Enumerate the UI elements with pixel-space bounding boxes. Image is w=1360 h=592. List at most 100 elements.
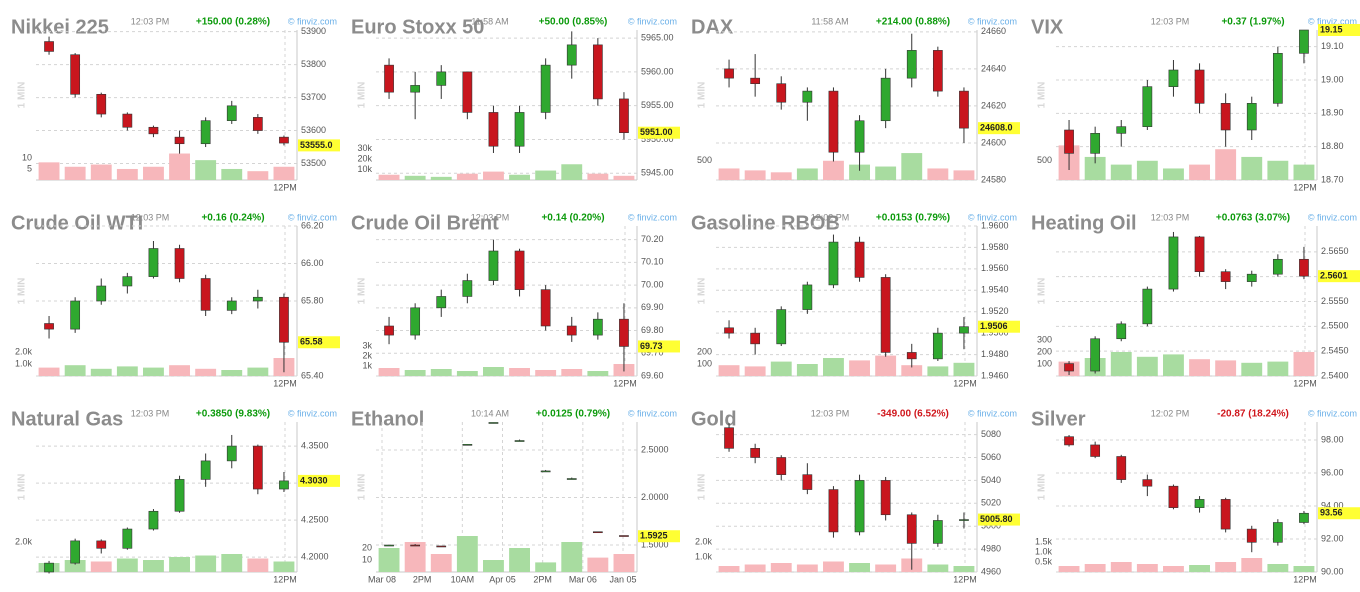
source: © finviz.com [968,16,1017,26]
last-price-box [978,122,1020,135]
volume-bar [744,564,766,572]
candle-body [70,54,81,95]
price-change: +0.37 (1.97%) [1221,17,1284,28]
source: © finviz.com [628,408,677,418]
mini-chart: Heating Oil 12:03 PM +0.0763 (3.07%) © finv… [1031,212,1360,388]
y-tick-label: 53800 [301,59,326,69]
y-tick-label: 1.9520 [981,306,1009,316]
candle-body [540,470,551,473]
volume-bar [195,160,217,180]
volume-tick-label: 1.0k [15,358,33,368]
volume-bar [1267,564,1289,572]
volume-bar [718,365,740,376]
volume-bar [1215,562,1237,572]
update-time: 12:03 PM [131,212,170,222]
volume-bar [430,554,452,572]
mini-chart: Silver 12:02 PM -20.87 (18.24%) © finviz.co… [1031,408,1360,584]
volume-bar [90,368,112,376]
y-tick-label: 94.00 [1321,500,1344,510]
candle-body [1272,53,1283,104]
chart-title: Euro Stoxx 50 [351,16,484,38]
volume-bar [796,564,818,572]
candle-body [514,440,525,442]
volume-bar [195,368,217,376]
candle-body [148,248,159,277]
volume-tick-label: 3k [362,340,372,350]
volume-tick-label: 200 [1037,346,1052,356]
candle-body [174,136,185,145]
volume-bar [378,174,400,180]
interval-label: 1 MIN [17,474,28,501]
candle-body [279,136,289,144]
volume-bar [796,364,818,376]
y-tick-label: 53900 [301,26,326,36]
candle-body [44,323,54,330]
candle-body [592,44,603,100]
volume-bar [953,566,975,572]
volume-bar [116,366,138,376]
candle-body [410,544,421,547]
y-tick-label: 70.10 [641,257,664,267]
volume-bar [1136,160,1158,180]
volume-bar [1163,566,1184,572]
y-tick-label: 96.00 [1321,467,1344,477]
y-tick-label: 1.9580 [981,242,1009,252]
x-tick-label: Mar 08 [368,574,396,584]
x-tick-label: 12PM [953,574,977,584]
volume-bar [1293,164,1315,180]
price-change: +50.00 (0.85%) [539,17,608,28]
chart-title: Ethanol [351,408,424,430]
volume-bar [509,548,530,572]
candle-body [1168,485,1179,508]
update-time: 10:14 AM [471,408,509,418]
candle-body [436,296,447,309]
volume-bar [875,564,897,572]
volume-tick-label: 2.0k [15,346,33,356]
candle-body [122,113,133,128]
volume-bar [169,153,190,180]
volume-tick-label: 100 [1037,358,1052,368]
volume-bar [770,361,792,376]
source: © finviz.com [968,212,1017,222]
chart-title: VIX [1031,16,1064,38]
candle-body [619,98,629,134]
candle-body [1168,69,1179,87]
y-tick-label: 1.9460 [981,370,1009,380]
y-tick-label: 5040 [981,475,1001,485]
candle-body [1064,129,1074,154]
x-tick-label: Jan 05 [609,574,636,584]
candle-body [96,93,107,115]
candle-body [1246,273,1257,282]
candle-body [174,248,185,279]
volume-tick-label: 0.5k [1035,556,1053,566]
candle-body [880,77,891,122]
volume-tick-label: 200 [697,346,712,356]
source: © finviz.com [288,16,337,26]
candle-body [828,241,839,286]
candle-body [279,296,289,343]
interval-label: 1 MIN [1037,82,1048,109]
candle-body [410,85,421,93]
candle-body [540,64,551,113]
y-tick-label: 5960.00 [641,66,674,76]
volume-bar [587,371,609,376]
volume-tick-label: 20 [362,542,372,552]
volume-bar [875,166,897,180]
update-time: 12:03 PM [1151,16,1190,26]
y-tick-label: 5080 [981,429,1001,439]
volume-bar [849,164,870,180]
candle-body [514,250,525,290]
y-tick-label: 69.80 [641,325,664,335]
last-price-label: 93.56 [1320,508,1343,518]
y-tick-label: 5060 [981,452,1001,462]
candle-body [1142,479,1153,487]
interval-label: 1 MIN [17,278,28,305]
candle-body [1220,499,1231,530]
last-price-box [1318,24,1360,36]
mini-chart: Nikkei 225 12:03 PM +150.00 (0.28%) © finvi… [11,16,340,192]
candle-body [1168,236,1179,290]
candle-body [200,278,211,311]
volume-bar [587,557,609,572]
x-tick-label: 12PM [1293,182,1317,192]
